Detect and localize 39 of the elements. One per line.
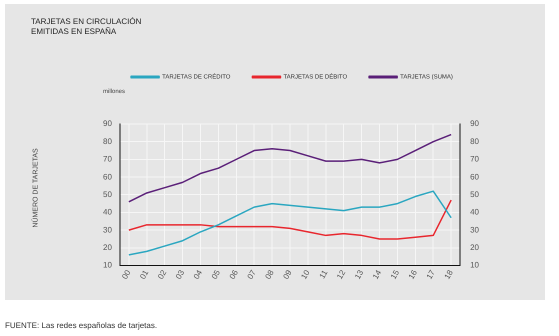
x-tick-label: 01 — [138, 268, 151, 281]
y2-tick-label: 90 — [470, 119, 480, 128]
y2-tick-label: 40 — [470, 208, 480, 217]
y-tick-label: 40 — [102, 208, 112, 217]
x-tick-label: 06 — [228, 268, 240, 281]
x-tick-label: 15 — [388, 268, 402, 281]
x-tick-label: 17 — [424, 268, 438, 281]
y-tick-label: 80 — [102, 136, 112, 146]
y2-tick-label: 20 — [470, 243, 480, 252]
x-tick-label: 03 — [174, 268, 186, 281]
y-tick-label: 10 — [102, 260, 112, 270]
x-tick-label: 11 — [318, 268, 330, 280]
chart-title: TARJETAS EN CIRCULACIÓN EMITIDAS EN ESPAÑA — [31, 17, 142, 37]
x-tick-label: 16 — [406, 268, 420, 281]
x-tick-label: 08 — [263, 268, 276, 281]
x-tick-label: 05 — [210, 268, 222, 281]
y-tick-label: 90 — [102, 119, 112, 128]
x-tick-label: 13 — [353, 268, 366, 281]
y-tick-label: 50 — [102, 190, 112, 199]
x-tick-label: 02 — [156, 268, 169, 281]
source-note: FUENTE: Las redes españolas de tarjetas. — [5, 321, 158, 330]
x-tick-label: 18 — [442, 268, 456, 281]
x-tick-label: 10 — [299, 268, 312, 281]
y-tick-label: 60 — [102, 172, 112, 182]
x-tick-label: 12 — [335, 268, 348, 281]
x-tick-label: 07 — [246, 268, 258, 281]
y2-tick-label: 70 — [470, 154, 480, 164]
y2-tick-label: 10 — [470, 260, 480, 270]
x-tick-label: 00 — [120, 268, 133, 281]
y2-tick-label: 30 — [470, 225, 480, 234]
x-tick-label: 14 — [370, 268, 384, 281]
x-tick-label: 09 — [281, 268, 294, 281]
y2-tick-label: 50 — [470, 190, 480, 199]
y-tick-label: 30 — [102, 225, 112, 234]
y-tick-label: 70 — [102, 154, 112, 164]
y2-tick-label: 60 — [470, 172, 480, 182]
y2-tick-label: 80 — [470, 136, 480, 146]
y-tick-label: 20 — [102, 243, 112, 252]
x-tick-label: 04 — [192, 268, 204, 281]
